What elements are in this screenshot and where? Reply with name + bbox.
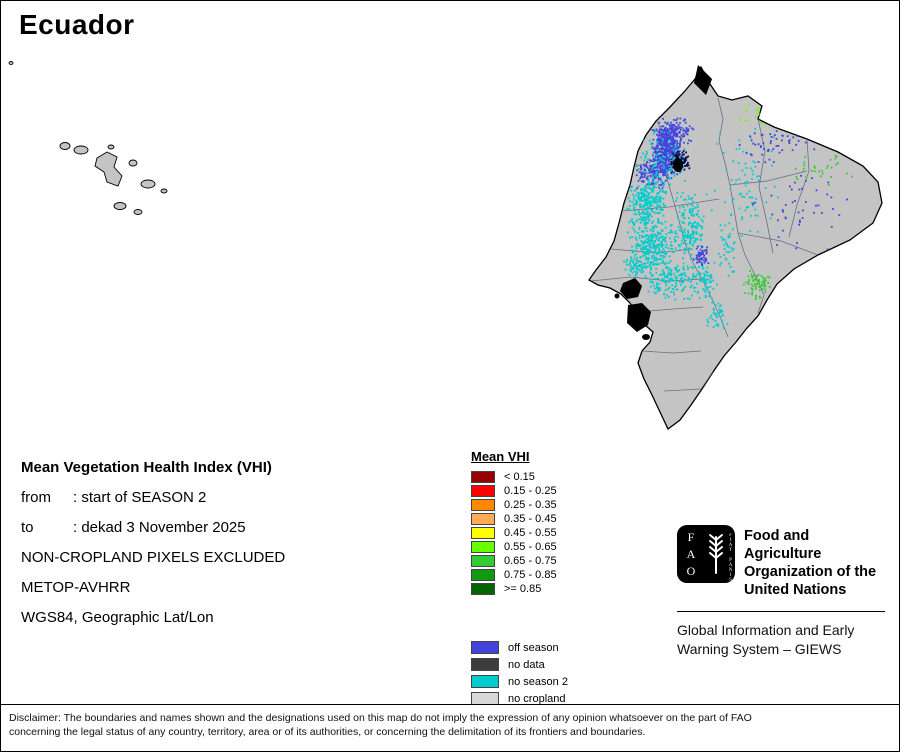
info-heading: Mean Vegetation Health Index (VHI) [21, 459, 272, 476]
disclaimer: Disclaimer: The boundaries and names sho… [1, 704, 899, 739]
legend-swatch [471, 471, 495, 483]
legend-label: off season [508, 641, 559, 654]
legend-row: 0.25 - 0.35 [471, 499, 568, 511]
legend: Mean VHI < 0.15 0.15 - 0.25 0.25 - 0.35 … [471, 449, 568, 709]
legend-label: 0.65 - 0.75 [504, 555, 557, 567]
legend-swatch [471, 583, 495, 595]
info-row-to: to : dekad 3 November 2025 [21, 513, 285, 543]
legend-row: 0.15 - 0.25 [471, 485, 568, 497]
fao-block: FAO FIAT PANIS Food and Agriculture Orga… [677, 525, 889, 659]
legend-row: no season 2 [471, 675, 568, 688]
legend-swatch [471, 527, 495, 539]
info-line-sensor: METOP-AVHRR [21, 579, 131, 596]
legend-row: 0.75 - 0.85 [471, 569, 568, 581]
disclaimer-line: Disclaimer: The boundaries and names sho… [9, 712, 752, 724]
wheat-icon [709, 534, 723, 574]
legend-label: no cropland [508, 692, 566, 705]
fao-logo-text: FAO [684, 530, 698, 581]
fao-logo: FAO FIAT PANIS [677, 525, 735, 583]
legend-row: 0.45 - 0.55 [471, 527, 568, 539]
legend-label: >= 0.85 [504, 583, 542, 595]
legend-swatch [471, 541, 495, 553]
info-from-label: from [21, 489, 51, 506]
legend-label: 0.75 - 0.85 [504, 569, 557, 581]
fao-name-line: Food and Agriculture [744, 528, 822, 562]
legend-row: off season [471, 641, 568, 654]
fao-logo-motto: FIAT PANIS [728, 533, 733, 583]
legend-row: no cropland [471, 692, 568, 705]
info-row-from: from : start of SEASON 2 [21, 483, 285, 513]
legend-swatch [471, 555, 495, 567]
galapagos-islands [8, 61, 168, 215]
mainland-shape [588, 65, 883, 430]
legend-row: < 0.15 [471, 471, 568, 483]
map-info-block: Mean Vegetation Health Index (VHI) from:… [21, 453, 285, 633]
info-from-value: : start of SEASON 2 [73, 489, 207, 506]
info-line-noncropland: NON-CROPLAND PIXELS EXCLUDED [21, 549, 286, 566]
fao-name-line: United Nations [744, 582, 847, 598]
giews-text: Global Information and Early Warning Sys… [677, 621, 889, 659]
no-data-areas [614, 65, 712, 340]
legend-label: 0.55 - 0.65 [504, 541, 557, 553]
giews-line: Global Information and Early [677, 622, 855, 638]
fao-divider [677, 611, 885, 612]
info-to-label: to [21, 519, 34, 536]
legend-swatch [471, 569, 495, 581]
legend-row: 0.65 - 0.75 [471, 555, 568, 567]
legend-title: Mean VHI [471, 449, 530, 464]
legend-swatch [471, 499, 495, 511]
fao-header: FAO FIAT PANIS Food and Agriculture Orga… [677, 525, 889, 599]
legend-swatch [471, 485, 495, 497]
legend-label: no data [508, 658, 545, 671]
giews-line: Warning System – GIEWS [677, 641, 842, 657]
legend-swatch [471, 658, 499, 671]
fao-name: Food and Agriculture Organization of the… [735, 525, 889, 599]
info-to-value: : dekad 3 November 2025 [73, 519, 246, 536]
legend-row: >= 0.85 [471, 583, 568, 595]
vhi-pixels [623, 103, 854, 329]
legend-label: 0.45 - 0.55 [504, 527, 557, 539]
legend-extra: off season no data no season 2 no cropla… [471, 641, 568, 705]
legend-label: no season 2 [508, 675, 568, 688]
legend-label: < 0.15 [504, 471, 535, 483]
disclaimer-line: concerning the legal status of any count… [9, 726, 646, 738]
legend-row: 0.55 - 0.65 [471, 541, 568, 553]
legend-label: 0.35 - 0.45 [504, 513, 557, 525]
legend-swatch [471, 641, 499, 654]
legend-label: 0.25 - 0.35 [504, 499, 557, 511]
legend-row: 0.35 - 0.45 [471, 513, 568, 525]
legend-label: 0.15 - 0.25 [504, 485, 557, 497]
page-title: Ecuador [19, 9, 135, 40]
fao-name-line: Organization of the [744, 564, 877, 580]
legend-swatch [471, 675, 499, 688]
legend-row: no data [471, 658, 568, 671]
info-line-projection: WGS84, Geographic Lat/Lon [21, 609, 214, 626]
legend-swatch [471, 513, 495, 525]
